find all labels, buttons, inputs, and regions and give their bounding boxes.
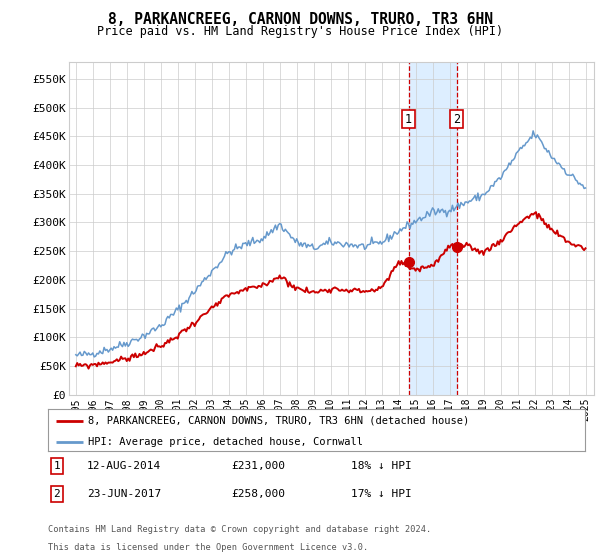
Text: 8, PARKANCREEG, CARNON DOWNS, TRURO, TR3 6HN: 8, PARKANCREEG, CARNON DOWNS, TRURO, TR3… — [107, 12, 493, 27]
Text: 23-JUN-2017: 23-JUN-2017 — [87, 489, 161, 499]
Text: 1: 1 — [53, 461, 61, 471]
Text: 17% ↓ HPI: 17% ↓ HPI — [351, 489, 412, 499]
Text: 8, PARKANCREEG, CARNON DOWNS, TRURO, TR3 6HN (detached house): 8, PARKANCREEG, CARNON DOWNS, TRURO, TR3… — [88, 416, 470, 426]
Text: 1: 1 — [405, 113, 412, 125]
Text: 2: 2 — [53, 489, 61, 499]
Text: 18% ↓ HPI: 18% ↓ HPI — [351, 461, 412, 471]
Text: HPI: Average price, detached house, Cornwall: HPI: Average price, detached house, Corn… — [88, 437, 363, 446]
Text: 12-AUG-2014: 12-AUG-2014 — [87, 461, 161, 471]
Text: Contains HM Land Registry data © Crown copyright and database right 2024.: Contains HM Land Registry data © Crown c… — [48, 525, 431, 534]
Text: £231,000: £231,000 — [231, 461, 285, 471]
Text: £258,000: £258,000 — [231, 489, 285, 499]
Text: 2: 2 — [453, 113, 460, 125]
Text: This data is licensed under the Open Government Licence v3.0.: This data is licensed under the Open Gov… — [48, 543, 368, 552]
Bar — [409, 62, 457, 395]
Text: Price paid vs. HM Land Registry's House Price Index (HPI): Price paid vs. HM Land Registry's House … — [97, 25, 503, 38]
